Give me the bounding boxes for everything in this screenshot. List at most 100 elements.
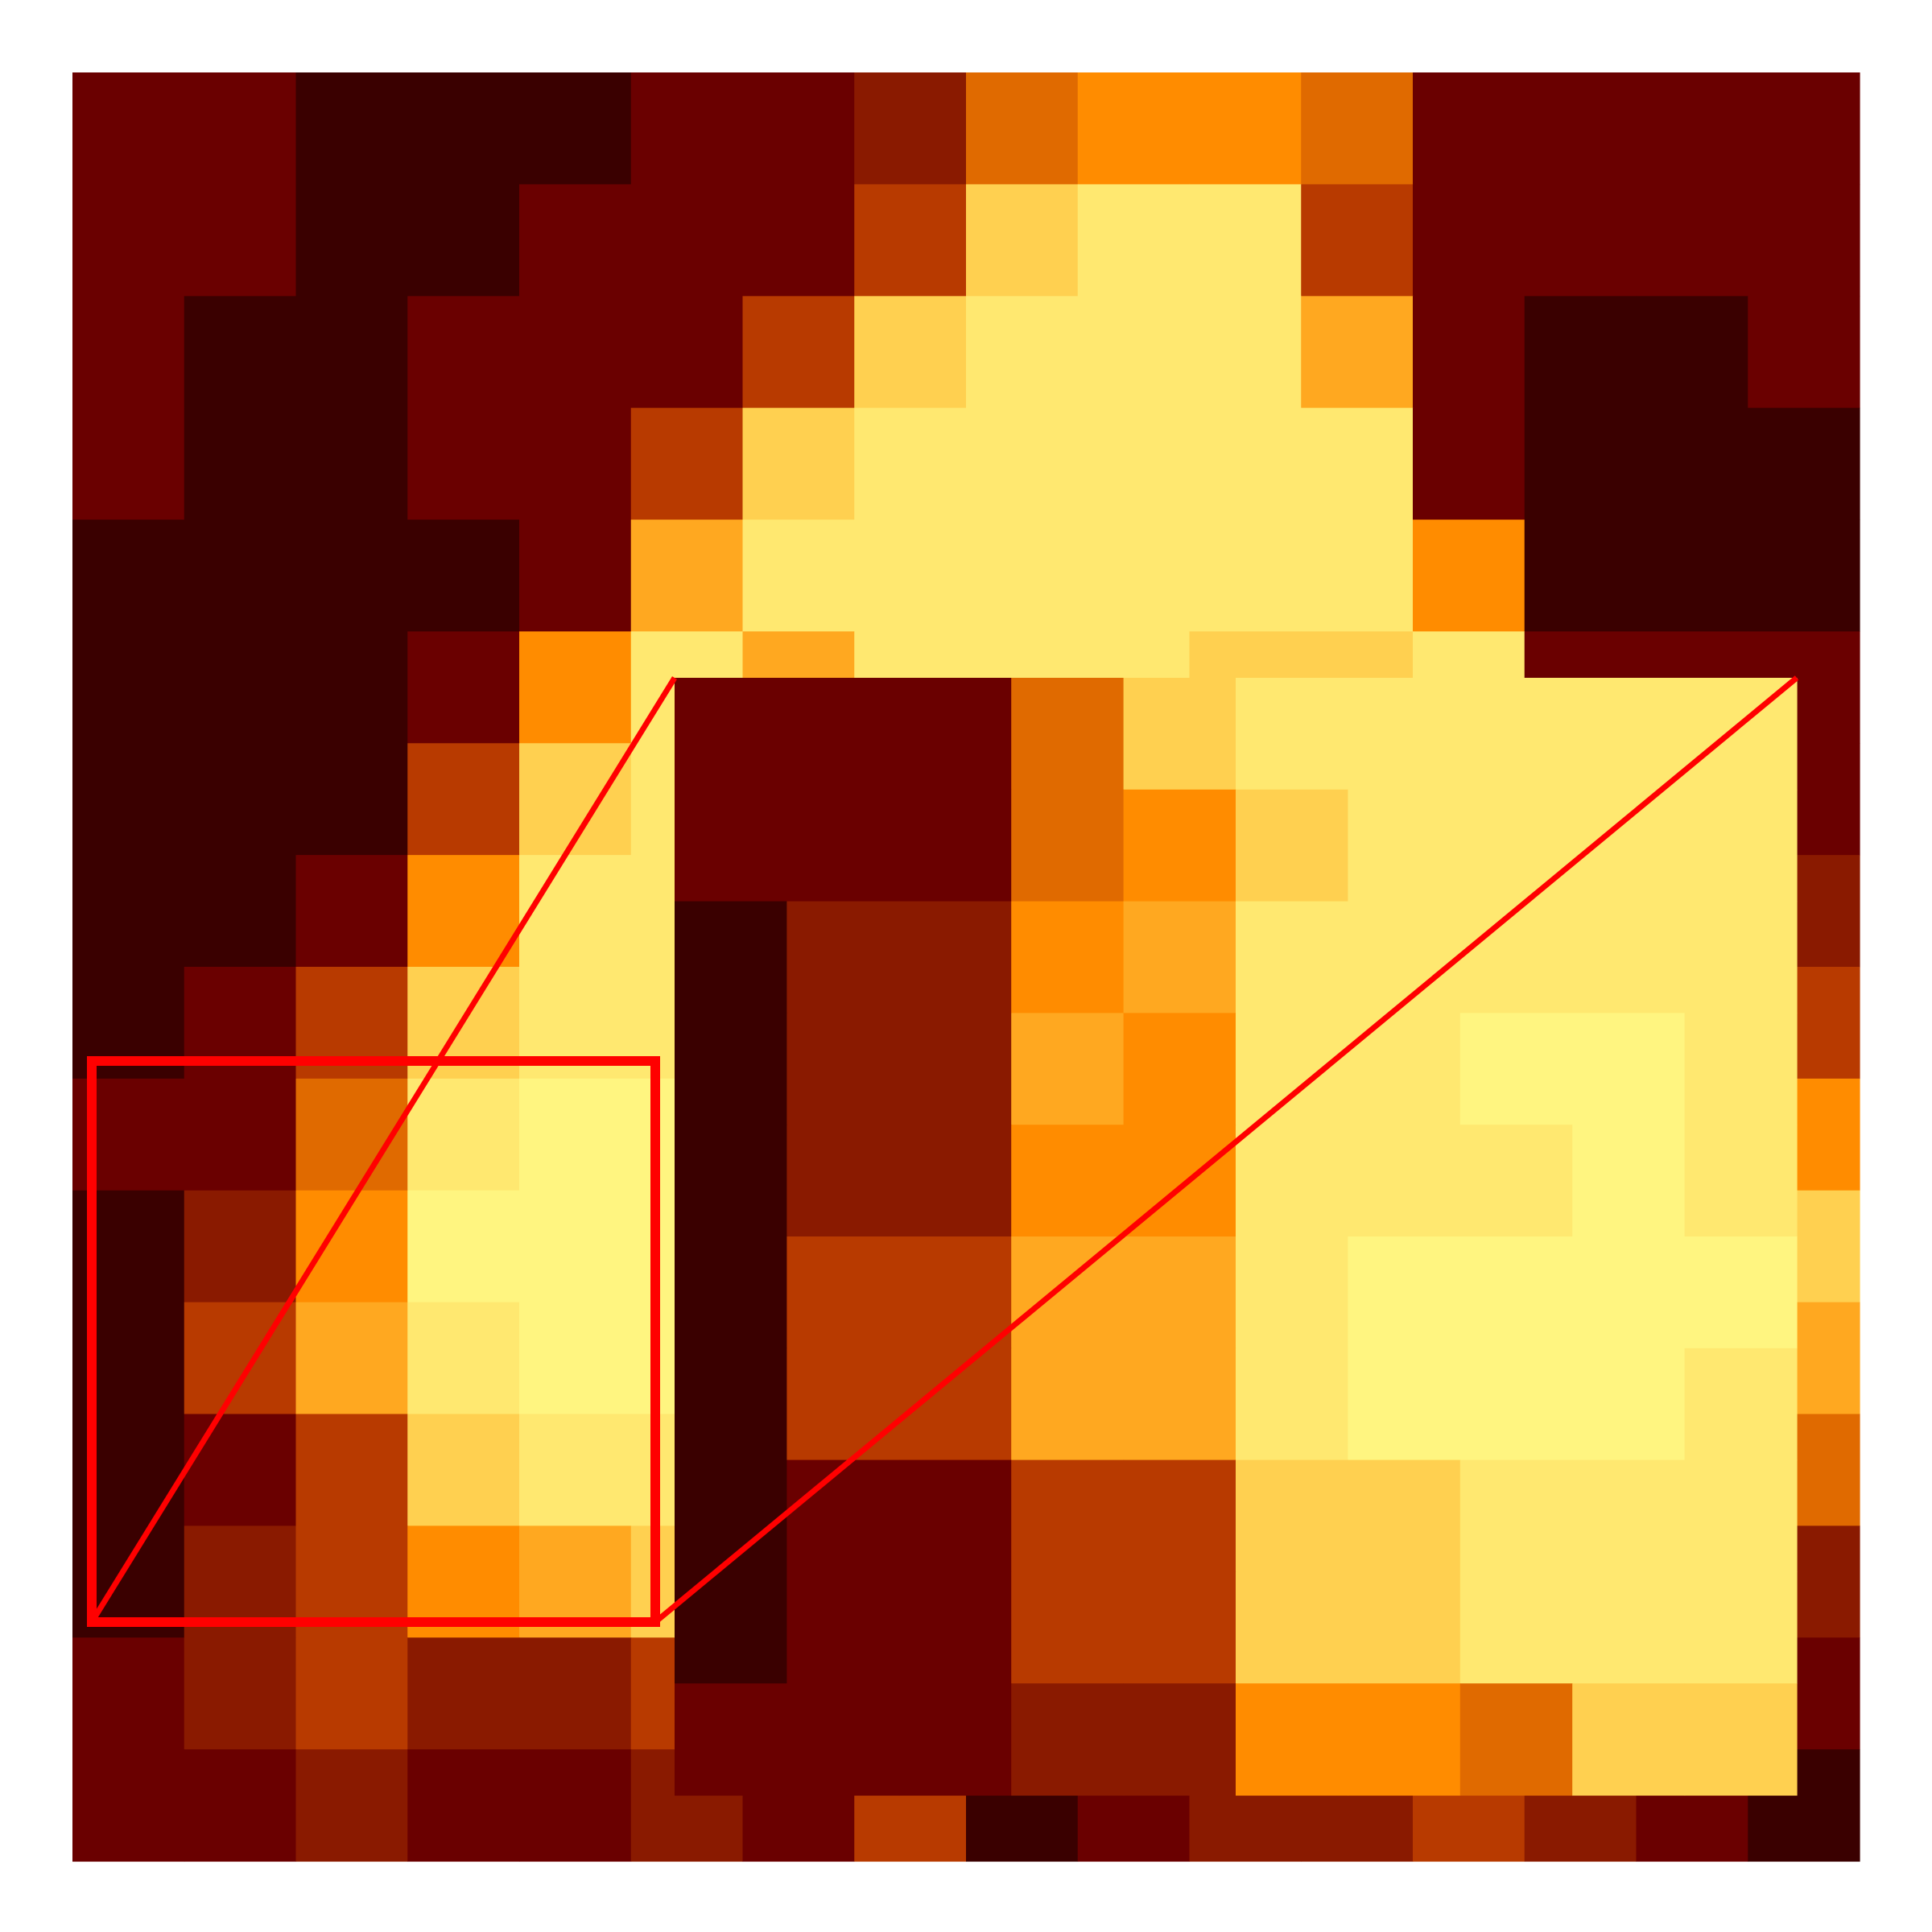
heatmap-cell [519,295,632,409]
heatmap-cell [72,295,185,409]
inset-heatmap-cell [1459,789,1573,902]
heatmap-cell [184,295,297,409]
inset-heatmap-cell [1684,1348,1798,1461]
heatmap-cell [295,631,408,744]
inset-heatmap-cell [1011,678,1125,791]
heatmap-cell [519,1414,632,1526]
heatmap-cell [519,184,632,297]
inset-heatmap-cell [898,1013,1012,1125]
heatmap-cell [184,407,297,521]
heatmap-cell [1413,295,1525,409]
heatmap-cell [519,1302,632,1415]
heatmap-cell [407,184,520,297]
heatmap-cell [1524,72,1637,185]
inset-heatmap-cell [1123,1348,1236,1461]
inset-heatmap-cell [1123,1013,1236,1125]
inset-heatmap-cell [1572,1125,1686,1237]
heatmap-cell [72,407,185,521]
inset-heatmap-cell [1348,678,1461,791]
heatmap-cell [295,855,408,968]
heatmap-cell [742,184,855,297]
heatmap-cell [1748,72,1860,185]
heatmap-cell [1413,72,1525,185]
inset-heatmap-cell [898,901,1012,1013]
heatmap-cell [1524,184,1637,297]
inset-heatmap-cell [786,678,900,791]
heatmap-cell [1077,184,1191,297]
inset-heatmap-cell [898,1571,1012,1684]
heatmap-cell [72,519,185,632]
heatmap-cell [519,1637,632,1750]
inset-heatmap-cell [898,789,1012,902]
inset-heatmap-cell [1123,1236,1236,1349]
inset-heatmap-cell [1459,1013,1573,1125]
heatmap-cell [630,407,744,521]
inset-heatmap-cell [675,789,787,902]
inset-heatmap-cell [675,1348,787,1461]
inset-heatmap-cell [1459,1459,1573,1572]
heatmap-cell [407,295,520,409]
inset-heatmap-cell [786,1236,900,1349]
heatmap-cell [184,1749,297,1862]
inset-heatmap-cell [1348,1348,1461,1461]
inset-heatmap-cell [1236,1348,1348,1461]
inset-heatmap-cell [1348,1571,1461,1684]
inset-heatmap-cell [1348,789,1461,902]
inset-heatmap-cell [1572,789,1686,902]
heatmap-cell [630,72,744,185]
inset-heatmap-cell [675,1459,787,1572]
heatmap-cell [519,519,632,632]
heatmap-cell [184,1190,297,1303]
inset-heatmap-cell [1684,1236,1798,1349]
heatmap-cell [184,1414,297,1526]
inset-heatmap-cell [1459,1348,1573,1461]
inset-heatmap-cell [1459,1236,1573,1349]
inset-heatmap-cell [786,1571,900,1684]
heatmap-cell [1413,184,1525,297]
heatmap-cell [519,631,632,744]
inset-heatmap-cell [898,1125,1012,1237]
heatmap-cell [1189,72,1302,185]
heatmap-cell [1636,184,1748,297]
heatmap-cell [184,1078,297,1191]
heatmap-cell [1413,407,1525,521]
inset-heatmap-cell [1348,1125,1461,1237]
inset-heatmap-cell [1572,1683,1686,1796]
heatmap-cell [1301,519,1414,632]
heatmap-cell [184,184,297,297]
inset-heatmap-cell [898,678,1012,791]
inset-heatmap-cell [1459,678,1573,791]
inset-heatmap-cell [1684,1683,1798,1796]
heatmap-cell [1301,295,1414,409]
heatmap-cell [295,184,408,297]
heatmap-cell [1524,519,1637,632]
inset-heatmap-cell [1684,1459,1798,1572]
heatmap-cell [407,407,520,521]
heatmap-cell [742,72,855,185]
inset-heatmap-cell [1684,1125,1798,1237]
heatmap-cell [966,72,1079,185]
inset-heatmap-cell [1011,1236,1125,1349]
heatmap-cell [1524,295,1637,409]
inset-heatmap-cell [898,1683,1012,1796]
heatmap-cell [407,1302,520,1415]
heatmap-cell [72,1749,185,1862]
inset-heatmap-cell [1236,901,1348,1013]
inset-heatmap-cell [1123,1571,1236,1684]
heatmap-cell [854,519,967,632]
heatmap-cell [1077,519,1191,632]
inset-heatmap-cell [1572,1236,1686,1349]
inset-heatmap-cell [1572,901,1686,1013]
heatmap-cell [1524,407,1637,521]
heatmap-cell [295,1637,408,1750]
inset-heatmap-cell [1236,1459,1348,1572]
inset-heatmap-cell [1123,789,1236,902]
heatmap-cell [72,631,185,744]
zoom-connector-line [653,675,1799,1624]
inset-heatmap-cell [1459,901,1573,1013]
heatmap-cell [72,1637,185,1750]
inset-heatmap-cell [786,1683,900,1796]
inset-heatmap-cell [786,901,900,1013]
